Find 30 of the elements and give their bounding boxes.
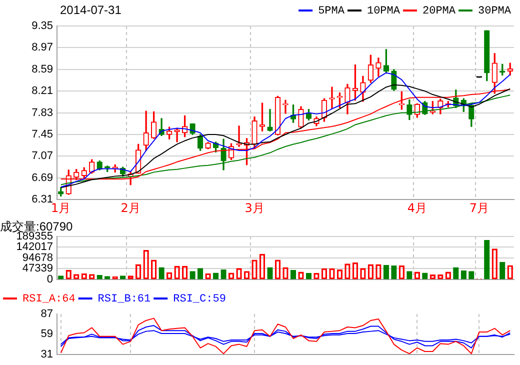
- legend-label: 10PMA: [366, 5, 400, 18]
- x-tick-label: 1月: [51, 200, 71, 215]
- x-tick-label: 2月: [120, 200, 140, 215]
- legend-label: 30PMA: [478, 5, 512, 18]
- y-tick-label: 59: [40, 328, 53, 340]
- y-tick-label: 189355: [16, 230, 53, 242]
- x-tick-label: 3月: [244, 200, 264, 215]
- y-tick-label: 9.35: [32, 20, 53, 32]
- chart-title: 2014-07-31: [60, 3, 122, 17]
- y-tick-label: 8.59: [32, 63, 53, 76]
- legend-label: RSI_C:59: [173, 293, 226, 306]
- legend-label: RSI_B:61: [98, 293, 152, 306]
- y-tick-label: 8.97: [32, 42, 53, 54]
- y-tick-label: 94678: [22, 252, 53, 264]
- y-tick-label: 142017: [16, 241, 53, 254]
- y-tick-label: 8.21: [32, 85, 53, 98]
- y-tick-label: 31: [40, 348, 53, 360]
- y-tick-label: 7.07: [32, 150, 53, 162]
- y-tick-label: 7.45: [32, 128, 53, 141]
- legend-label: 5PMA: [318, 5, 345, 18]
- y-tick-label: 47339: [22, 262, 53, 275]
- y-tick-label: 7.83: [32, 106, 53, 119]
- legend-label: 20PMA: [422, 5, 456, 18]
- y-tick-label: 87: [40, 308, 53, 320]
- y-tick-label: 6.69: [32, 172, 53, 184]
- legend-label: RSI_A:64: [22, 293, 76, 306]
- x-tick-label: 7月: [469, 200, 489, 215]
- x-tick-label: 4月: [407, 200, 427, 215]
- y-tick-label: 0: [46, 273, 53, 286]
- y-tick-label: 6.31: [32, 194, 53, 206]
